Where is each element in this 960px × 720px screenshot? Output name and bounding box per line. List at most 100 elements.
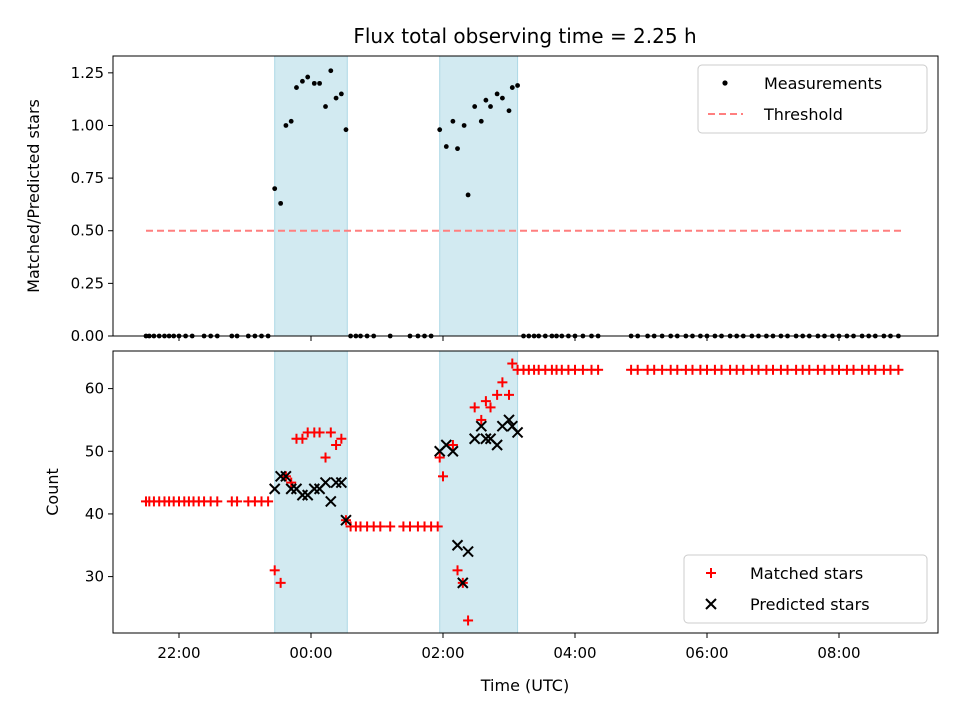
predicted-star-x-b [484,433,497,445]
predicted-star-point [340,514,352,526]
predicted-star-x-b [462,545,474,558]
measurement-point [278,200,284,206]
x-tick-label: 00:00 [289,644,332,662]
matched-star-point [286,477,297,488]
legend-label: Measurements [764,74,882,93]
predicted-star-x-b [340,514,352,526]
matched-star-point [212,496,223,507]
predicted-star-point [451,539,464,551]
ratio-y-tick-label: 1.25 [71,64,104,82]
matched-star-point [893,364,904,375]
matched-star-point [325,427,336,438]
matched-star-point [320,452,331,463]
count-legend-box [683,554,928,624]
predicted-star-point [462,545,474,558]
x-tick-label: 08:00 [817,644,860,662]
legend-x-marker-b [705,598,717,610]
matched-star-point [632,364,643,375]
ratio-legend-box [697,64,928,134]
predicted-star-point [268,483,281,495]
predicted-star-x-b [468,433,481,445]
predicted-star-point [503,414,515,426]
matched-star-point [738,364,749,375]
legend-entry: Matched stars [706,564,863,583]
measurement-point [317,80,322,86]
predicted-star-x-b [506,420,519,432]
predicted-star-x-b [503,414,515,426]
predicted-star-x-b [511,426,524,439]
predicted-star-x-b [440,439,453,451]
matched-star-point [232,496,243,507]
matched-star-point [438,471,448,482]
measurement-point [461,123,467,128]
predicted-star-x-b [319,476,332,489]
matched-star-point [476,414,487,425]
measurement-point [450,118,456,124]
matched-star-point [593,364,604,375]
matched-star-point [385,521,396,532]
matched-star-point [463,615,474,626]
measurement-point [478,118,484,124]
x-tick-label: 06:00 [685,644,728,662]
ratio-y-tick-label: 1.00 [71,116,104,134]
matched-star-point [434,452,445,463]
matched-star-point [657,364,668,375]
matched-star-point [447,440,458,450]
predicted-star-x-b [268,483,281,495]
matched-star-point [577,364,588,375]
matched-star-point [848,364,859,375]
count-y-tick-label: 50 [85,442,104,460]
measurement-point [288,118,294,124]
matched-star-point [314,427,325,438]
matched-star-point [716,364,727,375]
chart-title: Flux total observing time = 2.25 h [353,24,696,48]
measurement-point [483,97,489,103]
ratio-y-tick-label: 0.00 [71,327,104,345]
matched-star-point [269,565,280,576]
measurement-point [311,80,317,86]
legend-label: Threshold [763,105,843,124]
predicted-star-point [468,433,481,445]
count-panel: 30 40 50 60 22:00 00:00 02:00 04:00 06:00 08:00 Co… [43,350,939,662]
matched-star-point [375,521,386,532]
measurement-point [443,144,449,149]
predicted-star-x-b [335,476,348,489]
matched-star-point [480,396,491,407]
measurement-point [294,85,299,90]
measurement-point [338,91,344,97]
predicted-star-point [511,426,524,439]
matched-star-point [507,358,518,369]
predicted-star-point [480,433,492,445]
matched-star-point [263,496,274,507]
predicted-star-x-b [451,539,464,551]
ratio-panel: 0.00 0.25 0.50 0.75 1.00 1.25 Matched/Predicte… [24,55,939,345]
legend-label: Predicted stars [750,595,870,614]
predicted-star-point [447,445,459,457]
predicted-star-x-b [480,433,492,445]
measurement-point [305,74,311,80]
ratio-highlight-band [274,55,348,337]
count-y-tick-label: 60 [85,380,104,398]
matched-star-point [485,402,496,413]
predicted-star-x-b [475,420,487,432]
predicted-star-x-b [325,495,337,508]
matched-star-point [469,402,480,413]
matched-star-point [275,577,286,588]
ratio-y-tick-label: 0.75 [71,169,104,187]
measurement-point [272,186,278,192]
ratio-highlight-band [439,55,519,337]
predicted-star-x-b [457,577,469,589]
measurement-point [343,127,349,133]
count-legend: Matched stars Predicted stars [683,554,928,624]
measurement-point [437,127,443,133]
x-tick-label: 04:00 [553,644,596,662]
x-tick-label: 02:00 [421,644,464,662]
matched-star-point [452,565,463,576]
predicted-star-point [325,495,337,508]
predicted-star-x-b [491,439,503,451]
measurement-point [465,192,471,198]
matched-star-point [782,364,793,375]
matched-star-point [497,377,508,388]
ratio-y-tick-label: 0.25 [71,274,104,292]
